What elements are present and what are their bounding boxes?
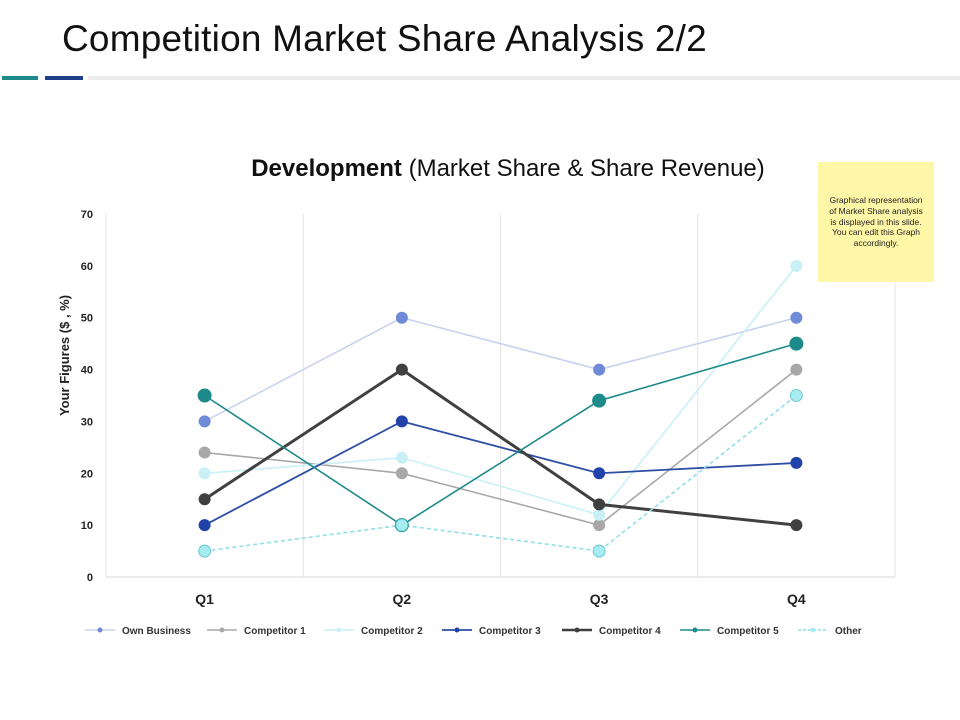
data-point-competitor-1 — [790, 363, 803, 376]
data-point-competitor-2 — [395, 451, 408, 464]
data-point-competitor-1 — [395, 467, 408, 480]
y-tick-label: 20 — [81, 468, 93, 480]
data-point-own-business — [790, 311, 803, 324]
data-point-other — [198, 544, 212, 558]
legend-marker-competitor-1 — [219, 627, 225, 633]
legend-marker-competitor-4 — [574, 627, 580, 633]
data-point-own-business — [198, 415, 211, 428]
page-title: Competition Market Share Analysis 2/2 — [62, 18, 707, 59]
legend-label-other: Other — [835, 626, 862, 637]
series-line-competitor-1 — [204, 368, 797, 526]
chart-title-rest: (Market Share & Share Revenue) — [408, 155, 765, 182]
data-point-competitor-3 — [198, 519, 211, 532]
legend-label-competitor-1: Competitor 1 — [244, 626, 306, 637]
title-accent-blue — [45, 76, 83, 80]
y-tick-label: 40 — [81, 365, 93, 377]
sticky-note: Graphical representation of Market Share… — [818, 162, 934, 282]
data-point-competitor-4 — [593, 498, 606, 511]
legend-label-own-business: Own Business — [122, 626, 191, 637]
series-line-competitor-5 — [204, 342, 797, 526]
legend-label-competitor-2: Competitor 2 — [361, 626, 423, 637]
data-point-other — [789, 389, 803, 402]
y-tick-label: 70 — [81, 209, 93, 221]
data-point-competitor-1 — [198, 446, 211, 459]
y-tick-label: 30 — [81, 416, 93, 428]
y-tick-label: 10 — [81, 520, 93, 532]
data-point-competitor-5 — [197, 388, 212, 403]
chart-title: Development (Market Share & Share Revenu… — [0, 155, 960, 183]
series-line-competitor-3 — [204, 420, 797, 526]
title-accent-teal — [2, 76, 38, 80]
x-tick-label: Q4 — [787, 591, 806, 607]
legend-label-competitor-5: Competitor 5 — [717, 626, 779, 637]
data-point-competitor-5 — [592, 393, 607, 408]
data-point-competitor-2 — [790, 259, 803, 272]
data-point-competitor-5 — [789, 336, 804, 351]
data-point-competitor-2 — [198, 467, 211, 480]
data-point-competitor-3 — [790, 456, 803, 469]
data-point-own-business — [593, 363, 606, 376]
data-point-own-business — [395, 311, 408, 324]
data-point-competitor-4 — [198, 493, 211, 506]
legend-marker-other — [810, 627, 816, 633]
y-axis-label: Your Figures ($ , %) — [57, 295, 72, 416]
title-divider — [88, 76, 960, 80]
legend-marker-own-business — [97, 627, 103, 633]
legend-label-competitor-3: Competitor 3 — [479, 626, 541, 637]
series-line-competitor-4 — [203, 368, 797, 527]
x-tick-label: Q2 — [393, 591, 412, 607]
data-point-other — [592, 544, 606, 558]
y-tick-label: 0 — [87, 572, 93, 584]
data-point-competitor-1 — [593, 519, 606, 532]
data-point-competitor-4 — [395, 363, 408, 376]
y-tick-label: 60 — [81, 261, 93, 273]
legend-marker-competitor-5 — [692, 627, 698, 633]
legend-marker-competitor-3 — [454, 627, 460, 633]
y-tick-label: 50 — [81, 313, 93, 325]
series-line-own-business — [204, 316, 797, 423]
data-point-competitor-4 — [790, 519, 803, 532]
series-line-other — [204, 394, 797, 552]
legend-label-competitor-4: Competitor 4 — [599, 626, 661, 637]
data-point-competitor-2 — [593, 508, 606, 521]
data-point-competitor-3 — [593, 467, 606, 480]
data-point-competitor-3 — [395, 415, 408, 428]
x-tick-label: Q1 — [195, 591, 214, 607]
legend-marker-competitor-2 — [336, 627, 342, 633]
x-tick-label: Q3 — [590, 591, 609, 607]
series-line-competitor-2 — [204, 265, 798, 516]
chart-title-bold: Development — [251, 155, 402, 182]
data-point-other — [395, 518, 409, 532]
